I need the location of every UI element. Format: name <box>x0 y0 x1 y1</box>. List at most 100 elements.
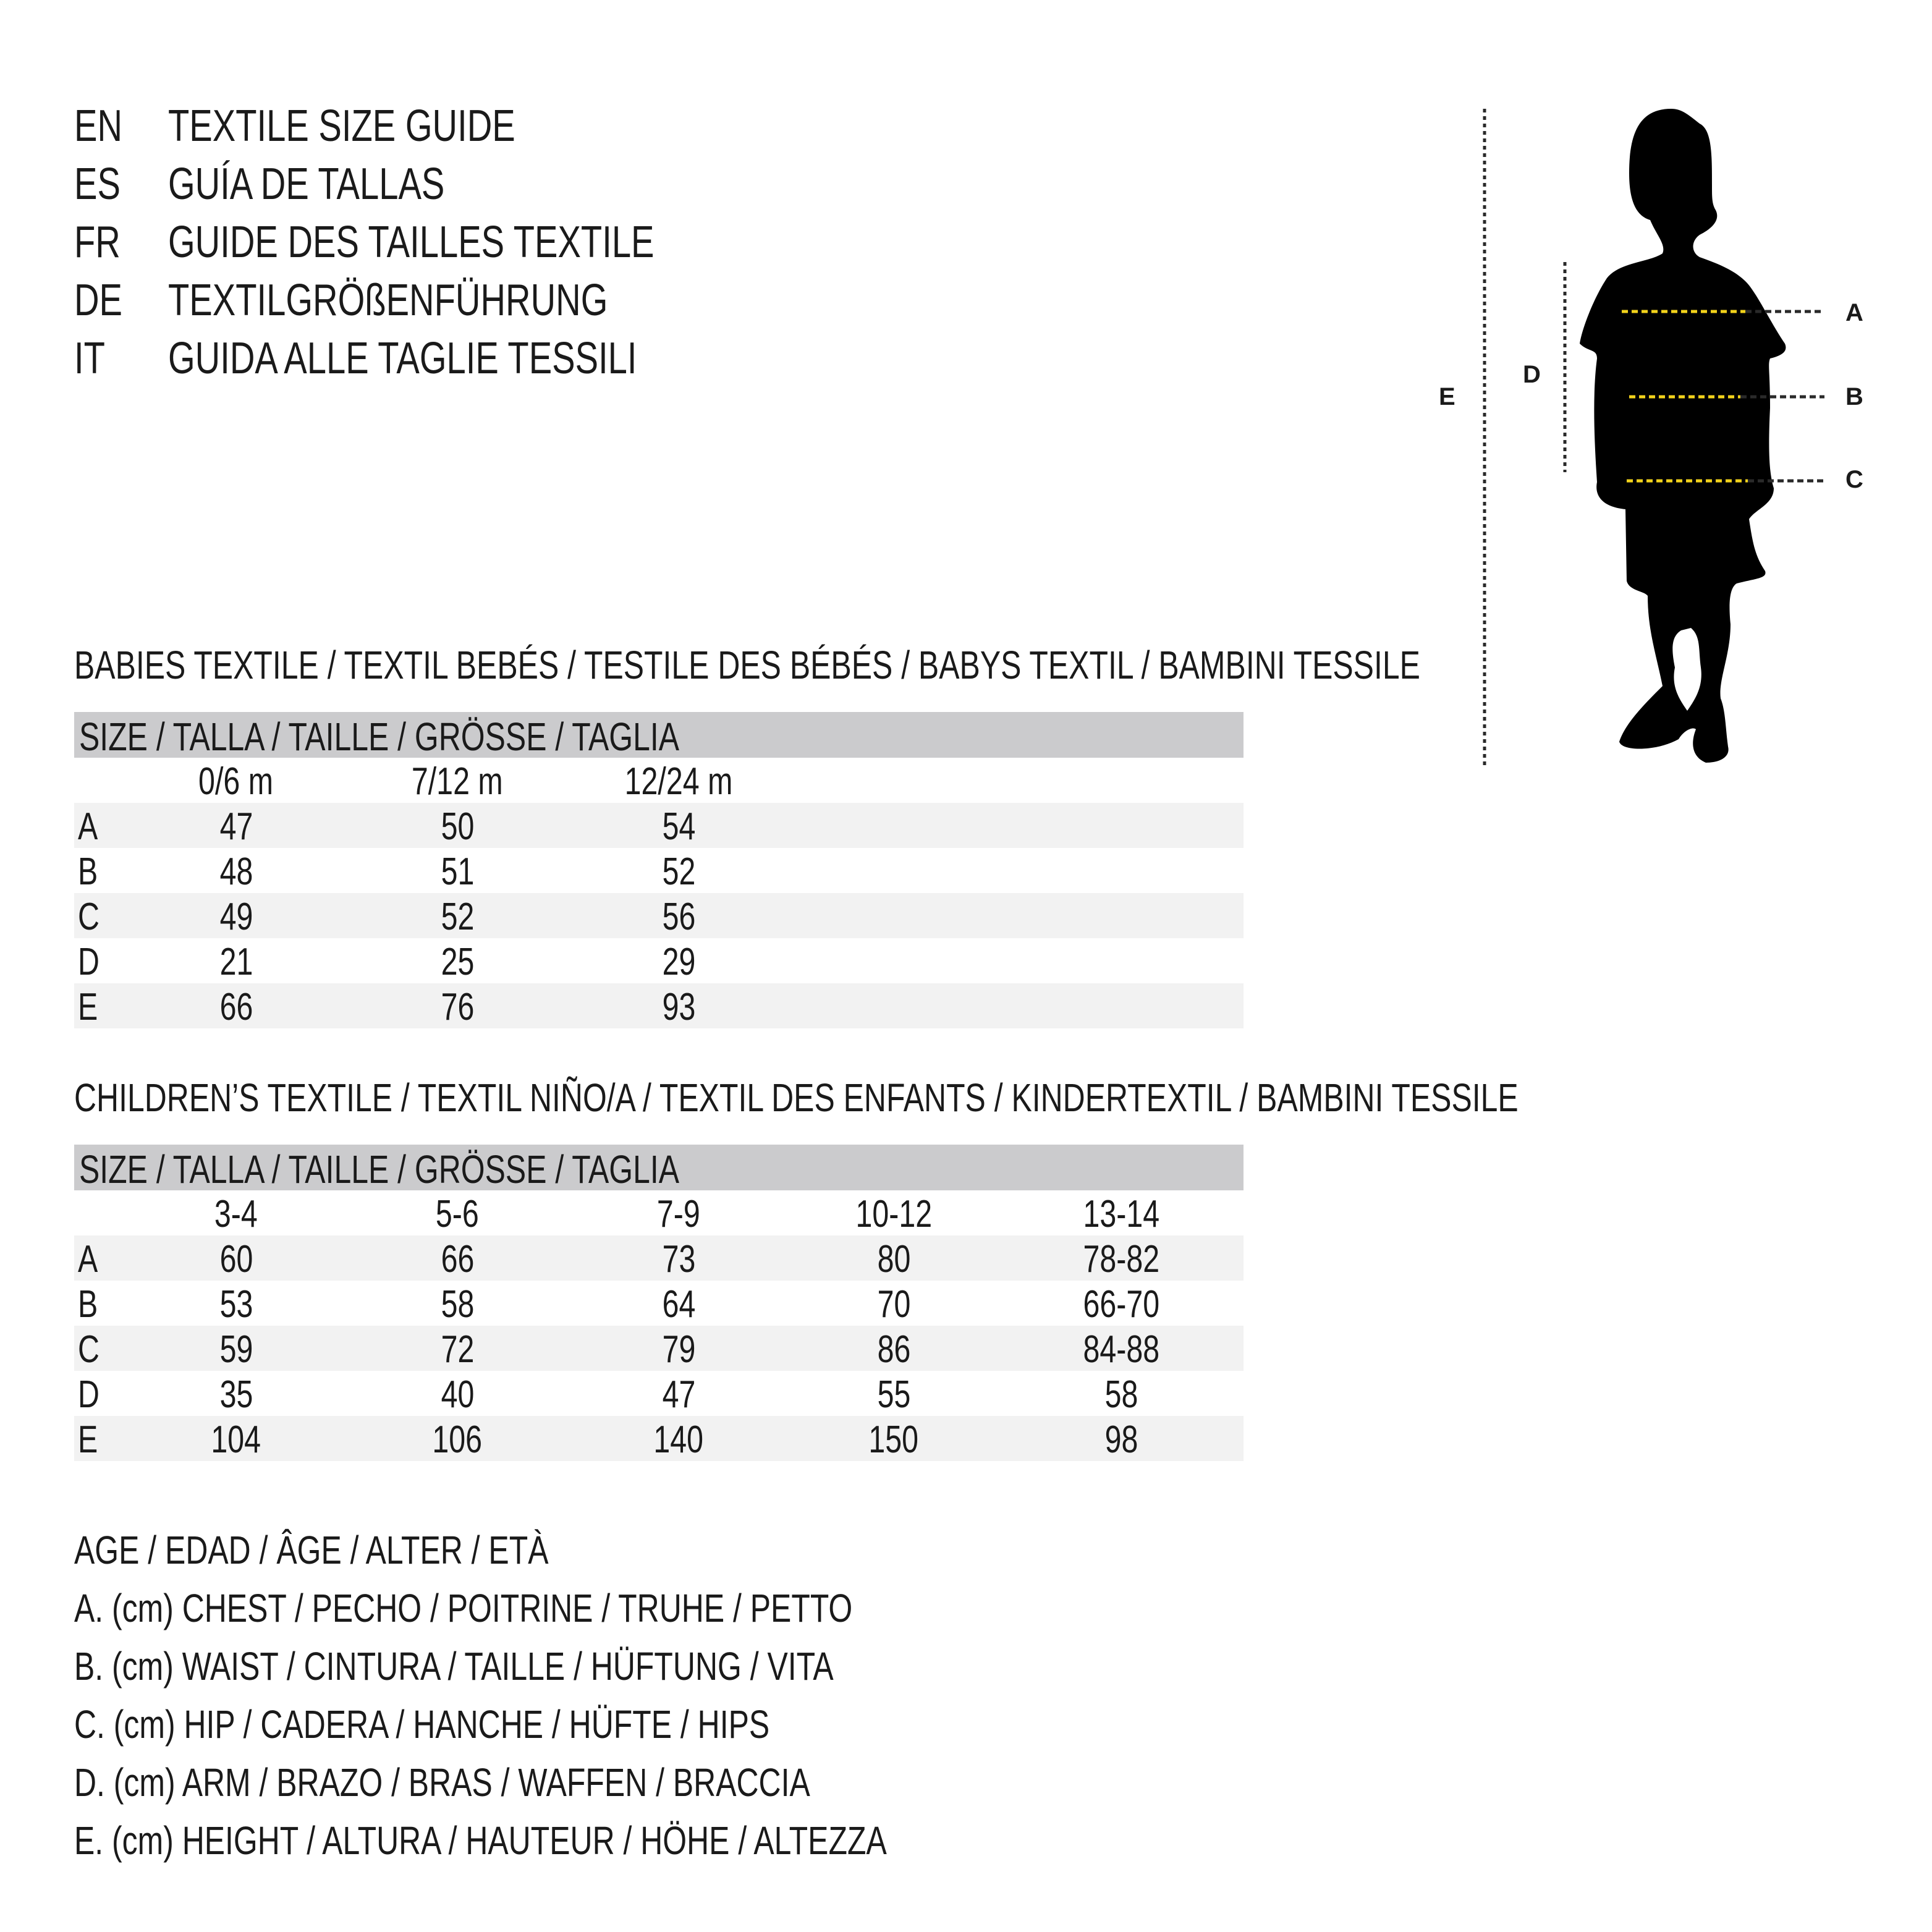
title-text: TEXTILE SIZE GUIDE <box>168 101 515 151</box>
table-row: E 104 106 140 150 98 <box>74 1416 1244 1461</box>
table-cell: 29 <box>662 941 695 983</box>
label-d: D <box>1523 361 1541 388</box>
row-label: A <box>78 1238 98 1281</box>
table-cell: 78-82 <box>1083 1238 1159 1281</box>
legend-chest: A. (cm) CHEST / PECHO / POITRINE / TRUHE… <box>74 1586 853 1630</box>
table-row: A 47 50 54 <box>74 803 1244 848</box>
header-text: SIZE / TALLA / TAILLE / GRÖSSE / TAGLIA <box>79 1147 680 1192</box>
table-cell: 25 <box>441 941 474 983</box>
table-cell: 58 <box>1104 1373 1138 1416</box>
table-cell: 72 <box>441 1328 474 1371</box>
label-c: C <box>1845 466 1863 493</box>
title-text: GUIDA ALLE TAGLIE TESSILI <box>168 334 637 383</box>
title-text: GUIDE DES TAILLES TEXTILE <box>168 218 655 267</box>
babies-size-table: SIZE / TALLA / TAILLE / GRÖSSE / TAGLIA … <box>74 712 1244 1028</box>
row-label: B <box>78 850 98 893</box>
section-title-text: CHILDREN’S TEXTILE / TEXTIL NIÑO/A / TEX… <box>74 1075 1519 1120</box>
table-row: B 53 58 64 70 66-70 <box>74 1281 1244 1326</box>
table-cell: 54 <box>662 805 695 848</box>
table-cell: 47 <box>662 1373 695 1416</box>
table-cell: 66 <box>219 986 253 1028</box>
language-code: ES <box>74 159 121 209</box>
table-cell: 64 <box>662 1283 695 1326</box>
column-header-row: 3-4 5-6 7-9 10-12 13-14 <box>74 1190 1244 1235</box>
table-cell: 35 <box>219 1373 253 1416</box>
legend-hip: C. (cm) HIP / CADERA / HANCHE / HÜFTE / … <box>74 1702 770 1747</box>
label-b: B <box>1845 383 1863 410</box>
table-row: C 59 72 79 86 84-88 <box>74 1326 1244 1371</box>
language-code: FR <box>74 218 121 267</box>
table-cell: 52 <box>662 850 695 893</box>
children-size-table: SIZE / TALLA / TAILLE / GRÖSSE / TAGLIA … <box>74 1145 1244 1461</box>
row-label: B <box>78 1283 98 1326</box>
table-cell: 104 <box>211 1418 261 1461</box>
table-row: E 66 76 93 <box>74 983 1244 1028</box>
table-row: C 49 52 56 <box>74 893 1244 938</box>
title-text: GUÍA DE TALLAS <box>168 159 445 209</box>
babies-section-title: BABIES TEXTILE / TEXTIL BEBÉS / TESTILE … <box>74 640 1800 690</box>
silhouette-icon <box>1580 109 1786 763</box>
table-cell: 86 <box>877 1328 910 1371</box>
table-cell: 50 <box>441 805 474 848</box>
table-cell: 66-70 <box>1083 1283 1159 1326</box>
row-label: D <box>78 941 100 983</box>
table-cell: 73 <box>662 1238 695 1281</box>
table-cell: 76 <box>441 986 474 1028</box>
children-section-title: CHILDREN’S TEXTILE / TEXTIL NIÑO/A / TEX… <box>74 1073 1926 1122</box>
column-header: 3-4 <box>214 1193 258 1235</box>
header-text: SIZE / TALLA / TAILLE / GRÖSSE / TAGLIA <box>79 714 680 759</box>
legend-age: AGE / EDAD / ÂGE / ALTER / ETÀ <box>74 1528 549 1572</box>
table-cell: 59 <box>219 1328 253 1371</box>
column-header-row: 0/6 m 7/12 m 12/24 m <box>74 758 1244 803</box>
table-cell: 84-88 <box>1083 1328 1159 1371</box>
table-row: D 21 25 29 <box>74 938 1244 983</box>
table-cell: 56 <box>662 896 695 938</box>
legend-waist: B. (cm) WAIST / CINTURA / TAILLE / HÜFTU… <box>74 1644 834 1688</box>
table-row: D 35 40 47 55 58 <box>74 1371 1244 1416</box>
table-cell: 60 <box>219 1238 253 1281</box>
column-header: 10-12 <box>855 1193 932 1235</box>
table-cell: 55 <box>877 1373 910 1416</box>
legend-arm: D. (cm) ARM / BRAZO / BRAS / WAFFEN / BR… <box>74 1760 810 1805</box>
row-label: C <box>78 1328 100 1371</box>
section-title-text: BABIES TEXTILE / TEXTIL BEBÉS / TESTILE … <box>74 643 1420 687</box>
row-label: C <box>78 896 100 938</box>
table-cell: 98 <box>1104 1418 1138 1461</box>
table-cell: 80 <box>877 1238 910 1281</box>
table-cell: 58 <box>441 1283 474 1326</box>
table-cell: 40 <box>441 1373 474 1416</box>
title-text: TEXTILGRÖßENFÜHRUNG <box>168 276 608 325</box>
table-cell: 79 <box>662 1328 695 1371</box>
label-e: E <box>1439 383 1455 410</box>
column-header: 5-6 <box>436 1193 479 1235</box>
table-cell: 53 <box>219 1283 253 1326</box>
column-header: 13-14 <box>1083 1193 1159 1235</box>
table-cell: 51 <box>441 850 474 893</box>
table-cell: 140 <box>653 1418 704 1461</box>
language-code: DE <box>74 276 123 325</box>
language-code: IT <box>74 334 105 383</box>
table-header: SIZE / TALLA / TAILLE / GRÖSSE / TAGLIA <box>74 1145 1244 1192</box>
column-header: 7-9 <box>657 1193 700 1235</box>
table-header: SIZE / TALLA / TAILLE / GRÖSSE / TAGLIA <box>74 712 1244 759</box>
language-code: EN <box>74 101 123 151</box>
table-row: A 60 66 73 80 78-82 <box>74 1235 1244 1281</box>
table-row: B 48 51 52 <box>74 848 1244 893</box>
row-label: D <box>78 1373 100 1416</box>
label-a: A <box>1845 299 1863 326</box>
legend-height: E. (cm) HEIGHT / ALTURA / HAUTEUR / HÖHE… <box>74 1818 887 1863</box>
table-cell: 49 <box>219 896 253 938</box>
table-cell: 48 <box>219 850 253 893</box>
row-label: E <box>78 986 98 1028</box>
column-header: 7/12 m <box>412 760 503 803</box>
table-cell: 21 <box>219 941 253 983</box>
table-cell: 70 <box>877 1283 910 1326</box>
row-label: A <box>78 805 98 848</box>
table-cell: 66 <box>441 1238 474 1281</box>
table-cell: 93 <box>662 986 695 1028</box>
row-label: E <box>78 1418 98 1461</box>
column-header: 0/6 m <box>198 760 274 803</box>
table-cell: 150 <box>868 1418 919 1461</box>
table-cell: 106 <box>432 1418 483 1461</box>
